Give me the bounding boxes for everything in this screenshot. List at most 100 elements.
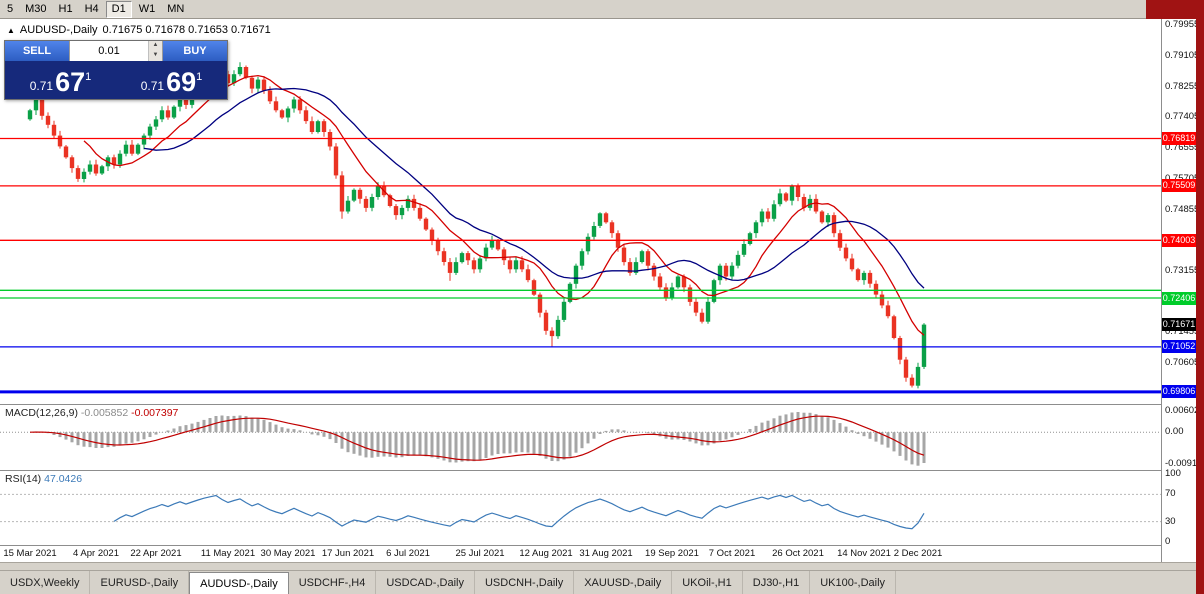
- rsi-axis-label: 70: [1165, 488, 1176, 500]
- lot-size-input[interactable]: [70, 41, 148, 61]
- candle-body: [921, 324, 927, 367]
- candle-body: [831, 215, 837, 234]
- candle-body: [729, 265, 735, 277]
- candle-body: [603, 213, 609, 223]
- candle-body: [591, 226, 597, 237]
- price-tick: 0.79955: [1165, 19, 1200, 31]
- candle-body: [309, 121, 315, 132]
- lot-spinner-down-icon[interactable]: ▼: [149, 51, 162, 61]
- candle-body: [165, 110, 171, 118]
- candle-body: [807, 198, 813, 208]
- panel-separator[interactable]: [0, 545, 1196, 546]
- chart-ohlc-values: 0.71675 0.71678 0.71653 0.71671: [102, 24, 271, 36]
- candle-body: [399, 207, 405, 216]
- candle-body: [585, 236, 591, 252]
- candle-body: [189, 95, 195, 105]
- date-label: 17 Jun 2021: [321, 548, 375, 559]
- candle-body: [75, 168, 81, 179]
- candle-body: [291, 99, 297, 109]
- date-label: 7 Oct 2021: [708, 548, 756, 559]
- price-axis[interactable]: 0.79955 0.79105 0.78255 0.77405 0.76555 0.757…: [1162, 19, 1203, 562]
- price-chart-canvas[interactable]: [0, 19, 1162, 404]
- candle-body: [249, 77, 255, 89]
- timeframe-button-5[interactable]: 5: [7, 2, 14, 15]
- chart-tab-usdchf-h4[interactable]: USDCHF-,H4: [289, 571, 377, 594]
- candle-body: [465, 253, 471, 261]
- timeframe-button-h4[interactable]: H4: [84, 2, 99, 15]
- candle-body: [171, 106, 177, 118]
- candle-body: [681, 276, 687, 288]
- chart-tab-audusd-daily[interactable]: AUDUSD-,Daily: [189, 572, 289, 594]
- candle-body: [735, 254, 741, 266]
- horizontal-scrollbar[interactable]: [0, 562, 1196, 571]
- chart-tab-usdcnh-daily[interactable]: USDCNH-,Daily: [475, 571, 575, 594]
- date-label: 6 Jul 2021: [386, 548, 430, 559]
- one-click-panel-toggle-icon[interactable]: ▲: [7, 25, 15, 35]
- date-label: 22 Apr 2021: [130, 548, 182, 559]
- date-label: 25 Jul 2021: [455, 548, 505, 559]
- candle-body: [747, 233, 753, 244]
- chart-tab-usdx-weekly[interactable]: USDX,Weekly: [0, 571, 91, 594]
- candle-body: [861, 272, 867, 281]
- candle-body: [435, 240, 441, 252]
- sell-price-button[interactable]: 0.71 67 1: [5, 61, 116, 99]
- rsi-panel-canvas[interactable]: [0, 471, 1162, 545]
- level-price-label: 0.72406: [1162, 291, 1196, 305]
- price-tick: 0.75705: [1165, 172, 1200, 184]
- candle-body: [531, 280, 537, 295]
- candle-body: [777, 193, 783, 205]
- macd-axis-label: 0.00602: [1165, 405, 1200, 417]
- buy-price-big: 69: [166, 67, 197, 97]
- timeframe-button-mn[interactable]: MN: [167, 2, 185, 15]
- chart-tab-uk100-daily[interactable]: UK100-,Daily: [810, 571, 897, 594]
- panel-separator[interactable]: [0, 470, 1196, 471]
- candle-body: [27, 110, 33, 120]
- candle-body: [519, 260, 525, 270]
- candle-body: [99, 166, 105, 174]
- lot-spinner-up-icon[interactable]: ▲: [149, 41, 162, 51]
- lot-size-box: ▲ ▼: [69, 41, 163, 61]
- one-click-controls-row: SELL ▲ ▼ BUY: [5, 41, 227, 61]
- candle-body: [141, 135, 147, 145]
- date-label: 4 Apr 2021: [73, 548, 119, 559]
- price-tick: 0.71455: [1165, 326, 1200, 338]
- candle-body: [153, 119, 159, 127]
- rsi-line: [113, 494, 925, 530]
- macd-panel-canvas[interactable]: [0, 405, 1162, 470]
- chart-tab-ukoil-h1[interactable]: UKOil-,H1: [672, 571, 743, 594]
- panel-separator[interactable]: [0, 404, 1196, 405]
- price-tick: 0.77405: [1165, 111, 1200, 123]
- date-axis[interactable]: 15 Mar 2021 4 Apr 2021 22 Apr 2021 11 May 2…: [0, 546, 1162, 562]
- timeframe-button-d1[interactable]: D1: [105, 0, 132, 18]
- candle-body: [57, 135, 63, 147]
- candle-body: [711, 280, 717, 302]
- candle-body: [267, 90, 273, 102]
- timeframe-button-h1[interactable]: H1: [58, 2, 73, 15]
- buy-price-button[interactable]: 0.71 69 1: [116, 61, 227, 99]
- candle-body: [177, 97, 183, 107]
- candle-body: [483, 247, 489, 259]
- timeframe-button-w1[interactable]: W1: [138, 2, 156, 15]
- chart-tab-eurusd-daily[interactable]: EURUSD-,Daily: [90, 571, 190, 594]
- buy-button[interactable]: BUY: [163, 41, 227, 61]
- chart-tab-xauusd-daily[interactable]: XAUUSD-,Daily: [574, 571, 673, 594]
- one-click-trading-panel: SELL ▲ ▼ BUY 0.71 67 1 0.71 69 1: [4, 40, 228, 100]
- sell-button[interactable]: SELL: [5, 41, 69, 61]
- chart-tab-usdcad-daily[interactable]: USDCAD-,Daily: [376, 571, 475, 594]
- candle-body: [855, 269, 861, 281]
- candle-body: [387, 195, 393, 206]
- candle-body: [225, 74, 231, 84]
- candle-body: [867, 272, 873, 284]
- candle-body: [345, 200, 351, 212]
- timeframe-button-m30[interactable]: M30: [25, 2, 47, 15]
- price-tick: 0.73155: [1165, 264, 1200, 276]
- chart-tab-bar: USDX,Weekly EURUSD-,Daily AUDUSD-,Daily USD…: [0, 571, 1196, 594]
- candle-body: [753, 222, 759, 234]
- candle-body: [507, 260, 513, 270]
- candle-body: [597, 213, 603, 226]
- candle-body: [897, 338, 903, 360]
- chart-tab-dj30-h1[interactable]: DJ30-,H1: [743, 571, 811, 594]
- macd-signal-value: -0.007397: [131, 407, 179, 419]
- candle-body: [93, 164, 99, 174]
- candle-body: [63, 146, 69, 158]
